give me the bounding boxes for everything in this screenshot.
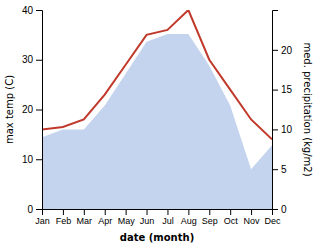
tick-mark — [36, 159, 42, 160]
tick-mark — [251, 209, 252, 215]
tick: Apr — [98, 209, 112, 226]
tick: Nov — [244, 209, 261, 226]
tick-label: Apr — [98, 216, 112, 226]
tick: 5 — [272, 164, 287, 175]
y-axis: 0 10 20 30 40 — [22, 5, 43, 215]
tick-label: Nov — [244, 216, 261, 226]
tick: 15 — [272, 84, 293, 95]
tick-mark — [36, 60, 42, 61]
tick-label: Jun — [140, 216, 155, 226]
axis-line — [43, 210, 273, 216]
tick: Oct — [224, 209, 239, 226]
tick-mark — [63, 209, 64, 215]
tick-label: May — [118, 216, 136, 226]
tick-label: 0 — [281, 204, 287, 215]
tick: Jun — [140, 209, 155, 226]
tick-mark — [36, 209, 42, 210]
tick-mark — [230, 209, 231, 215]
chart: JanFebMarAprMayJunJulAugSepOctNovDec0102… — [0, 0, 318, 247]
tick: Mar — [77, 209, 93, 226]
tick-label: Feb — [56, 216, 72, 226]
tick-label: 0 — [27, 204, 33, 215]
tick: 0 — [272, 204, 287, 215]
tick-label: 30 — [22, 54, 34, 65]
tick-label: 15 — [281, 84, 293, 95]
x-axis: Jan Feb Mar Apr May Jun Jul Aug Sep Oct NovDec — [35, 209, 281, 226]
tick-label: Dec — [264, 216, 281, 226]
tick: 20 — [272, 45, 293, 56]
tick-mark — [188, 209, 189, 215]
tick-mark — [167, 209, 168, 215]
tick: Aug — [181, 209, 197, 226]
tick-label: Jan — [35, 216, 50, 226]
y2-axis-title: med. precipitation (kg/m2) — [302, 42, 313, 176]
tick: Sep — [202, 209, 218, 226]
tick-mark — [272, 90, 278, 91]
tick-label: Mar — [77, 216, 93, 226]
tick-mark — [272, 50, 278, 51]
y-axis-title: max temp (C) — [4, 75, 15, 144]
x-axis-title: date (month) — [120, 232, 194, 243]
tick-label: 5 — [281, 164, 287, 175]
tick: 0 — [27, 204, 42, 215]
marks — [42, 10, 272, 209]
tick: Feb — [56, 209, 72, 226]
tick: Dec — [264, 209, 281, 226]
tick-mark — [126, 209, 127, 215]
tick: 30 — [22, 54, 42, 65]
tick: 10 — [22, 154, 42, 165]
tick: Jul — [162, 209, 174, 226]
tick-mark — [272, 169, 278, 170]
tick-label: 40 — [22, 5, 34, 16]
tick-label: Jul — [162, 216, 174, 226]
tick-label: 20 — [281, 45, 293, 56]
tick-mark — [209, 209, 210, 215]
tick-label: Sep — [202, 216, 218, 226]
tick: 40 — [22, 5, 42, 16]
tick-mark — [105, 209, 106, 215]
tick-mark — [272, 209, 278, 210]
y2-axis: 0 5 10 15 20 — [272, 11, 293, 215]
tick-label: 20 — [22, 104, 34, 115]
line — [42, 10, 272, 139]
plot: JanFebMarAprMayJunJulAugSepOctNovDec0102… — [4, 5, 313, 243]
tick-mark — [36, 10, 42, 11]
axis-line — [36, 11, 43, 210]
tick-label: 10 — [281, 124, 293, 135]
tick-label: Oct — [224, 216, 239, 226]
tick-mark — [147, 209, 148, 215]
tick-mark — [272, 129, 278, 130]
tick: 20 — [22, 104, 42, 115]
tick: May — [118, 209, 136, 226]
tick-label: Aug — [181, 216, 197, 226]
tick-mark — [36, 110, 42, 111]
tick-mark — [84, 209, 85, 215]
tick-label: 10 — [22, 154, 34, 165]
axis-line — [273, 11, 279, 210]
tick: 10 — [272, 124, 293, 135]
tick: Jan — [35, 209, 50, 226]
